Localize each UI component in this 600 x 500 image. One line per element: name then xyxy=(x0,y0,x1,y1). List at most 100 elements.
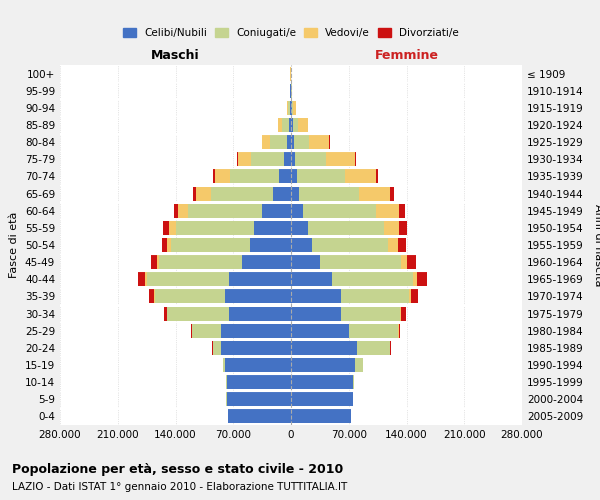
Text: Femmine: Femmine xyxy=(374,48,439,62)
Bar xyxy=(400,306,401,320)
Bar xyxy=(291,272,332,286)
Bar xyxy=(230,170,280,183)
Bar xyxy=(297,170,344,183)
Bar xyxy=(215,170,230,183)
Bar xyxy=(139,272,145,286)
Bar xyxy=(409,290,412,304)
Bar xyxy=(291,118,293,132)
Bar xyxy=(288,101,290,115)
Bar xyxy=(229,272,291,286)
Bar xyxy=(291,375,353,389)
Bar xyxy=(282,118,289,132)
Bar xyxy=(212,341,221,355)
Bar xyxy=(291,392,353,406)
Bar xyxy=(169,221,176,235)
Bar xyxy=(280,170,291,183)
Bar xyxy=(291,135,294,149)
Bar xyxy=(149,290,154,304)
Y-axis label: Fasce di età: Fasce di età xyxy=(10,212,19,278)
Bar xyxy=(355,152,356,166)
Bar xyxy=(291,152,295,166)
Bar xyxy=(304,204,376,218)
Bar xyxy=(193,186,196,200)
Y-axis label: Anni di nascita: Anni di nascita xyxy=(593,204,600,286)
Bar xyxy=(401,255,407,269)
Bar xyxy=(162,238,167,252)
Bar xyxy=(229,306,291,320)
Bar xyxy=(250,238,291,252)
Bar xyxy=(294,135,309,149)
Bar xyxy=(238,152,251,166)
Bar xyxy=(293,118,298,132)
Bar xyxy=(407,255,416,269)
Bar xyxy=(163,221,169,235)
Bar xyxy=(320,255,401,269)
Bar xyxy=(278,118,282,132)
Bar xyxy=(291,410,351,424)
Bar xyxy=(191,324,192,338)
Bar xyxy=(292,101,293,115)
Bar xyxy=(357,341,390,355)
Bar xyxy=(311,238,388,252)
Bar xyxy=(295,152,326,166)
Bar xyxy=(225,290,291,304)
Bar xyxy=(287,135,291,149)
Bar xyxy=(188,204,262,218)
Bar xyxy=(388,238,398,252)
Bar xyxy=(227,375,291,389)
Bar xyxy=(353,375,354,389)
Bar xyxy=(298,118,308,132)
Bar xyxy=(291,306,341,320)
Bar xyxy=(399,204,405,218)
Bar xyxy=(157,255,159,269)
Bar xyxy=(271,135,287,149)
Bar xyxy=(289,118,291,132)
Bar xyxy=(291,358,355,372)
Bar xyxy=(221,341,291,355)
Bar xyxy=(291,170,297,183)
Bar xyxy=(344,170,376,183)
Bar xyxy=(290,84,291,98)
Bar xyxy=(384,221,399,235)
Bar xyxy=(376,204,399,218)
Bar xyxy=(146,272,229,286)
Bar xyxy=(417,272,427,286)
Bar xyxy=(398,238,406,252)
Bar xyxy=(309,135,329,149)
Bar xyxy=(291,186,299,200)
Bar xyxy=(262,204,291,218)
Bar xyxy=(308,221,384,235)
Bar xyxy=(151,255,157,269)
Bar xyxy=(355,358,363,372)
Bar xyxy=(291,290,341,304)
Bar xyxy=(273,186,291,200)
Bar xyxy=(293,101,296,115)
Text: Maschi: Maschi xyxy=(151,48,200,62)
Bar xyxy=(178,204,188,218)
Bar xyxy=(291,204,304,218)
Bar xyxy=(176,221,254,235)
Bar xyxy=(299,186,359,200)
Bar xyxy=(196,186,211,200)
Bar xyxy=(241,255,291,269)
Bar xyxy=(413,272,417,286)
Bar xyxy=(399,221,407,235)
Text: Popolazione per età, sesso e stato civile - 2010: Popolazione per età, sesso e stato civil… xyxy=(12,462,343,475)
Bar xyxy=(401,306,406,320)
Bar xyxy=(341,290,409,304)
Bar xyxy=(154,290,155,304)
Bar xyxy=(214,170,215,183)
Bar xyxy=(326,152,355,166)
Bar xyxy=(174,204,178,218)
Bar xyxy=(221,324,291,338)
Bar xyxy=(155,290,225,304)
Bar xyxy=(349,324,398,338)
Bar xyxy=(223,358,225,372)
Bar xyxy=(390,186,394,200)
Bar xyxy=(172,238,250,252)
Bar xyxy=(192,324,221,338)
Bar xyxy=(254,221,291,235)
Bar xyxy=(284,152,291,166)
Bar xyxy=(251,152,284,166)
Text: LAZIO - Dati ISTAT 1° gennaio 2010 - Elaborazione TUTTITALIA.IT: LAZIO - Dati ISTAT 1° gennaio 2010 - Ela… xyxy=(12,482,347,492)
